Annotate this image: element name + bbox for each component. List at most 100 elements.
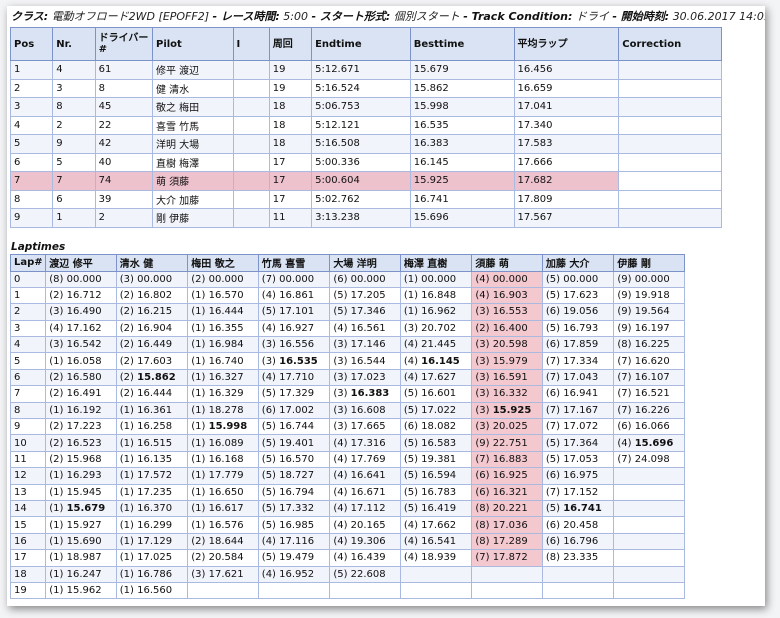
- results-cell: 直樹 梅澤: [151, 152, 234, 172]
- results-cell: 3: [52, 78, 96, 98]
- laptimes-header-row: Lap# 渡辺 修平 清水 健梅田 敬之 竹馬 喜雪 大場 洋明 梅澤 直樹 須藤 萌加藤 …: [9, 253, 685, 272]
- results-col-header: Pos: [9, 27, 54, 61]
- lap-cell: (1) 16.168: [187, 450, 259, 469]
- results-row: 3 8 45 敬之 梅田 18 5:06.753 15.998 17.041: [9, 97, 722, 117]
- lap-cell: (7) 17.072: [541, 418, 615, 436]
- results-cell: 9: [9, 208, 54, 228]
- lap-cell: (1) 16.848: [399, 286, 473, 305]
- results-cell: [232, 60, 270, 80]
- lap-cell: (4) 17.662: [399, 516, 473, 534]
- results-cell: 5:00.604: [311, 171, 411, 191]
- lap-cell: 2: [9, 303, 47, 321]
- lap-cell: [613, 516, 685, 534]
- lap-cell: (4) 17.710: [257, 368, 331, 387]
- lap-cell: [329, 581, 401, 600]
- lap-cell: (5) 16.741: [541, 499, 615, 518]
- lap-cell: (3) 16.544: [329, 352, 401, 370]
- results-cell: 40: [94, 152, 153, 172]
- lap-cell: 15: [9, 516, 47, 534]
- results-cell: 17.041: [513, 97, 620, 117]
- results-cell: 2: [94, 208, 153, 228]
- lap-cell: (1) 16.329: [187, 385, 259, 403]
- results-cell: 萌 須藤: [151, 171, 234, 191]
- results-cell: 8: [52, 97, 96, 117]
- lap-cell: (1) 16.370: [115, 499, 189, 518]
- lap-position: (4): [403, 355, 422, 367]
- lap-cell: (1) 16.361: [115, 401, 189, 420]
- lap-cell: (5) 16.601: [399, 385, 473, 403]
- lap-cell: 6: [9, 368, 47, 387]
- results-cell: 19: [268, 78, 313, 98]
- lap-cell: (3) 17.146: [329, 336, 401, 354]
- lap-cell: (1) 17.779: [187, 467, 259, 485]
- lap-cell: (1) 15.945: [45, 483, 117, 501]
- results-cell: 喜雪 竹馬: [151, 115, 234, 135]
- lap-cell: (1) 17.572: [115, 467, 189, 485]
- results-cell: 洋明 大場: [151, 134, 234, 154]
- lap-cell: (9) 19.918: [613, 286, 685, 305]
- lap-cell: (4) 17.112: [329, 499, 401, 518]
- lap-cell: (1) 16.786: [115, 565, 189, 583]
- results-cell: [232, 152, 270, 172]
- lap-cell: (1) 16.515: [115, 434, 189, 452]
- lap-cell: (2) 18.644: [187, 532, 259, 551]
- best-lap-time: 15.696: [634, 437, 674, 449]
- best-lap-time: 16.383: [350, 388, 390, 400]
- lap-cell: (1) 16.576: [187, 516, 259, 534]
- lap-cell: (1) 16.192: [45, 401, 117, 420]
- laptimes-col-header: 伊藤 剛: [613, 253, 685, 272]
- results-cell: [618, 97, 722, 117]
- laptimes-col-header: Lap#: [9, 253, 47, 272]
- results-cell: 15.925: [409, 171, 515, 191]
- lap-row: 14 (1) 15.679 (1) 16.370 (1) 16.617 (5) 17.3…: [9, 499, 685, 518]
- lap-cell: (3) 17.665: [329, 418, 401, 436]
- results-cell: 16.145: [409, 152, 515, 172]
- results-col-header: Endtime: [311, 27, 411, 61]
- results-cell: [618, 134, 722, 154]
- results-row: 7 7 74 萌 須藤 17 5:00.604 15.925 17.682: [9, 171, 722, 191]
- lap-row: 9 (2) 17.223 (1) 16.258 (1) 15.998 (5) 16.74…: [9, 418, 685, 436]
- lap-cell: (5) 17.623: [541, 286, 615, 305]
- best-lap-time: 15.998: [208, 421, 248, 433]
- results-cell: 5: [9, 134, 54, 154]
- laptimes-col-header: 梅澤 直樹: [399, 253, 473, 272]
- lap-row: 18 (1) 16.247 (1) 16.786 (3) 17.621 (4) 16.9…: [9, 565, 685, 583]
- lap-cell: (3) 16.490: [45, 303, 117, 321]
- results-cell: 1: [52, 208, 96, 228]
- lap-cell: (3) 16.608: [329, 401, 401, 420]
- results-cell: 5:02.762: [311, 189, 411, 209]
- lap-cell: (2) 17.223: [45, 418, 117, 436]
- lap-cell: (4) 20.165: [329, 516, 401, 534]
- lap-cell: 4: [9, 336, 47, 354]
- lap-cell: [613, 499, 685, 518]
- lap-cell: [399, 565, 473, 583]
- results-cell: 剛 伊藤: [151, 208, 234, 228]
- results-cell: 17: [268, 152, 313, 172]
- lap-cell: (3) 17.023: [329, 368, 401, 387]
- results-cell: [618, 171, 722, 191]
- lap-cell: (5) 16.744: [257, 418, 331, 436]
- start-time-value: 30.06.2017 14:01:58: [672, 10, 765, 23]
- results-col-header: ドライバー #: [94, 27, 153, 61]
- lap-cell: (3) 20.702: [399, 319, 473, 338]
- lap-cell: [613, 565, 685, 583]
- lap-cell: (8) 23.335: [541, 549, 615, 567]
- lap-cell: (6) 20.458: [541, 516, 615, 534]
- lap-cell: (5) 16.583: [399, 434, 473, 452]
- lap-cell: (3) 15.979: [471, 352, 543, 370]
- results-cell: 3: [9, 97, 54, 117]
- lap-row: 0 (8) 00.000 (3) 00.000 (2) 00.000 (7) 00.00…: [9, 270, 685, 288]
- laptimes-col-header: 大場 洋明: [329, 253, 401, 272]
- results-col-header: 周回: [268, 27, 313, 61]
- laptimes-col-header: 竹馬 喜雪: [257, 253, 331, 272]
- class-label: クラス:: [11, 10, 49, 23]
- lap-cell: 16: [9, 532, 47, 551]
- results-cell: 7: [9, 171, 54, 191]
- lap-cell: (7) 16.620: [613, 352, 685, 370]
- start-format-value: 個別スタート: [393, 10, 460, 23]
- results-col-header: 平均ラップ: [513, 27, 620, 61]
- results-cell: 5:12.671: [311, 60, 411, 80]
- lap-cell: (5) 00.000: [541, 270, 615, 288]
- results-cell: [618, 208, 722, 228]
